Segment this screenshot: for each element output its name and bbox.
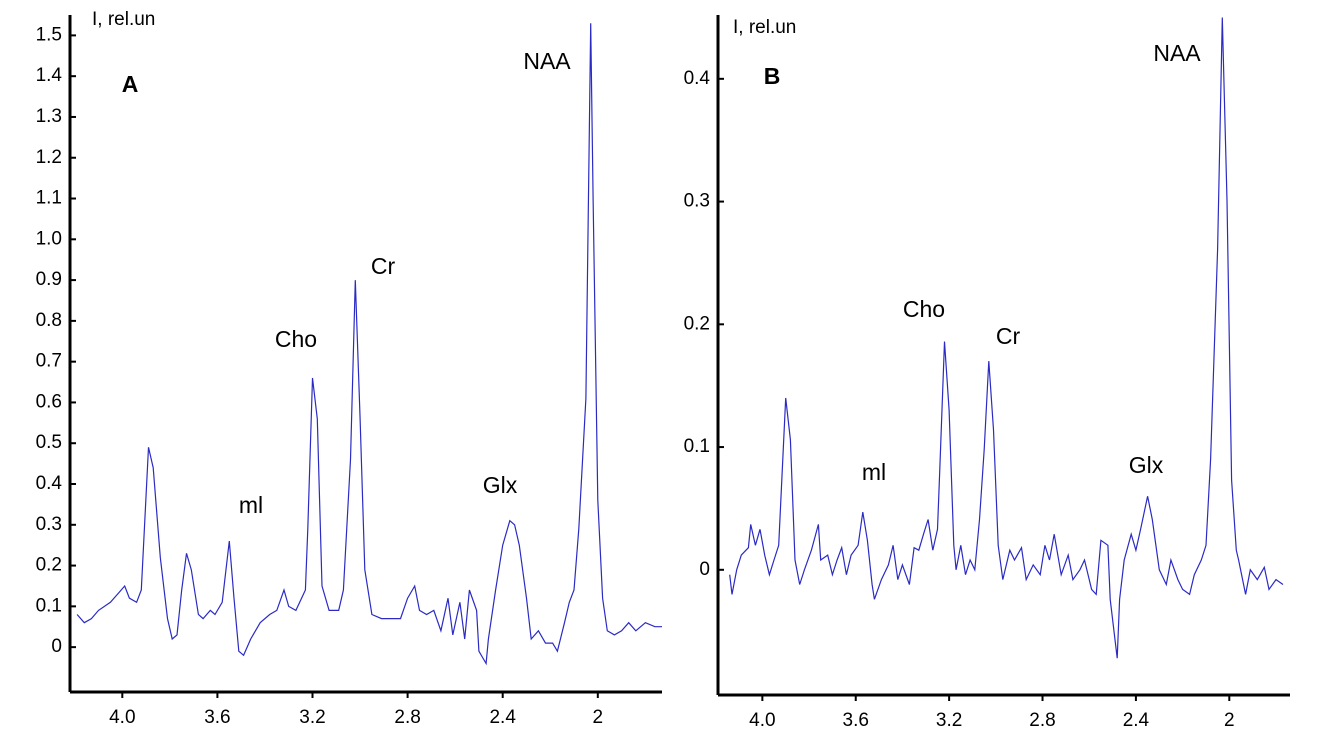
peak-label: ml [239, 492, 263, 518]
y-tick-label: 0.1 [684, 436, 710, 457]
y-tick-label: 0.9 [36, 269, 62, 290]
y-tick-label: 0.2 [36, 555, 62, 576]
y-tick-label: 0.5 [36, 432, 62, 453]
y-tick-label: 0 [699, 559, 710, 580]
peak-label: Glx [483, 472, 518, 498]
y-tick-label: 0.2 [684, 313, 710, 334]
x-tick-label: 2.4 [1123, 710, 1150, 731]
x-tick-label: 2.8 [394, 707, 420, 728]
y-tick-label: 0.8 [36, 310, 62, 331]
x-tick-label: 2.4 [489, 707, 516, 728]
spectrum-line [729, 17, 1284, 659]
peak-label: ml [862, 459, 886, 485]
y-axis-label: I, rel.un [733, 17, 796, 38]
y-tick-label: 1.2 [36, 147, 62, 168]
x-tick-label: 4.0 [749, 710, 775, 731]
y-tick-label: 1.3 [36, 106, 62, 127]
y-tick-label: 1.5 [36, 24, 62, 45]
y-tick-label: 0.6 [36, 391, 62, 412]
peak-label: Glx [1129, 452, 1164, 478]
peak-label: Cho [903, 296, 945, 322]
x-tick-label: 2 [1224, 710, 1235, 731]
x-tick-label: 3.2 [299, 707, 325, 728]
y-tick-label: 1.4 [36, 65, 63, 86]
x-tick-label: 4.0 [109, 707, 135, 728]
x-tick-label: 3.6 [204, 707, 230, 728]
y-tick-label: 0.4 [36, 473, 63, 494]
y-tick-label: 0.3 [36, 514, 62, 535]
x-tick-label: 3.2 [936, 710, 962, 731]
peak-label: NAA [1153, 40, 1201, 66]
panel-letter: A [122, 71, 139, 97]
peak-label: Cho [275, 326, 317, 352]
y-tick-label: 1.0 [36, 228, 62, 249]
panel-letter: B [764, 63, 781, 89]
y-axis-label: I, rel.un [92, 9, 155, 30]
y-tick-label: 0.1 [36, 595, 62, 616]
x-tick-label: 3.6 [843, 710, 869, 731]
y-tick-label: 0.4 [684, 68, 711, 89]
peak-label: NAA [523, 48, 571, 74]
y-tick-label: 0.3 [684, 191, 710, 212]
x-tick-label: 2.8 [1029, 710, 1055, 731]
y-tick-label: 0 [51, 636, 62, 657]
y-tick-label: 1.1 [36, 188, 62, 209]
spectrum-line [76, 23, 662, 666]
x-tick-label: 2 [593, 707, 604, 728]
peak-label: Cr [996, 323, 1021, 349]
peak-label: Cr [371, 253, 396, 279]
y-tick-label: 0.7 [36, 351, 62, 372]
